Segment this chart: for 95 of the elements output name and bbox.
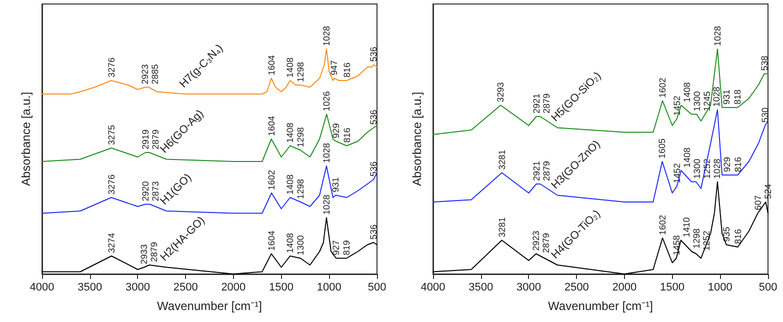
annotation: 1458 [671, 235, 682, 256]
x-tick-label: 1500 [269, 282, 294, 294]
annotation: 1028 [712, 86, 722, 107]
annotation: 818 [732, 89, 743, 104]
annotation: 1028 [321, 142, 332, 163]
annotation: 536 [368, 46, 379, 62]
annotation: 2873 [150, 181, 160, 202]
annotation: 1408 [285, 57, 296, 78]
x-tick-label: 2000 [221, 282, 246, 294]
annotation: 1300 [692, 91, 702, 112]
annotation: 2920 [140, 181, 150, 202]
annotation: 2921 [531, 93, 542, 114]
annotation: 1300 [295, 235, 306, 256]
annotation: 3293 [496, 82, 506, 102]
x-tick-label: 500 [758, 282, 778, 294]
x-tick-label: 1500 [660, 282, 685, 294]
annotation: 2879 [149, 242, 160, 262]
x-tick-label: 4000 [30, 282, 54, 294]
annotation: 538 [759, 56, 770, 71]
annotation: 1252 [701, 230, 712, 251]
annotation: 931 [722, 89, 732, 104]
annotation: 1605 [657, 138, 668, 158]
y-axis-title: Absorbance [a.u.] [410, 92, 424, 186]
annotation: 2879 [541, 93, 552, 114]
x-tick-label: 1000 [316, 282, 342, 294]
annotation: 1408 [285, 174, 296, 194]
annotation: 2923 [531, 230, 542, 251]
annotation: 607 [752, 195, 763, 210]
annotation: 1604 [266, 116, 276, 136]
annotation: 524 [762, 184, 773, 199]
annotation: 1408 [285, 122, 296, 143]
x-tick-label: 3500 [78, 282, 102, 294]
annotation: 2923 [140, 64, 150, 84]
x-tick-label: 3000 [125, 282, 150, 294]
annotation: 2921 [531, 160, 542, 181]
annotation: 1028 [321, 26, 332, 46]
x-tick-label: 1000 [708, 282, 732, 294]
annotation: 819 [341, 240, 352, 256]
annotation: 947 [329, 60, 340, 76]
x-tick-label: 2500 [173, 282, 198, 294]
annotation: 1452 [672, 163, 682, 184]
annotation: 1028 [321, 194, 332, 215]
annotation: 3276 [106, 174, 116, 194]
annotation: 1298 [296, 62, 306, 82]
annotation: 1028 [712, 158, 722, 179]
annotation: 2879 [541, 232, 552, 253]
annotation: 816 [732, 228, 743, 244]
annotation: 1028 [712, 26, 722, 46]
x-tick-label: 4000 [420, 282, 446, 294]
annotation: 536 [368, 110, 379, 125]
x-axis-title: Wavenumber [cm⁻¹] [548, 299, 653, 313]
annotation: 816 [732, 156, 743, 172]
y-axis-title: Absorbance [a.u.] [19, 92, 33, 186]
x-tick-label: 2500 [564, 282, 589, 294]
annotation: 2879 [150, 129, 160, 150]
annotation: 3275 [106, 124, 116, 145]
annotation: 3281 [496, 217, 507, 238]
annotation: 1410 [681, 217, 692, 238]
annotation: 816 [342, 62, 352, 78]
annotation: 3276 [106, 57, 116, 78]
x-tick-label: 500 [368, 282, 386, 294]
annotation: 1298 [296, 127, 306, 148]
annotation: 1408 [682, 147, 692, 168]
annotation: 1602 [266, 170, 277, 190]
annotation: 1300 [692, 158, 702, 179]
annotation: 3274 [106, 232, 116, 253]
annotation: 1026 [322, 91, 332, 112]
annotation: 1408 [682, 82, 692, 102]
annotation: 1602 [658, 214, 668, 235]
annotation: 935 [721, 226, 732, 242]
annotation: 530 [760, 107, 770, 122]
annotation: 2879 [541, 160, 552, 181]
annotation: 1245 [702, 91, 712, 112]
annotation: 2919 [140, 129, 150, 150]
annotation: 816 [342, 128, 352, 143]
annotation: 536 [368, 224, 379, 240]
annotation: 1298 [691, 228, 702, 248]
annotation: 1298 [296, 178, 306, 199]
x-tick-label: 2000 [612, 282, 637, 294]
annotation: 2933 [139, 244, 150, 264]
annotation: 1604 [266, 55, 276, 76]
annotation: 536 [368, 161, 379, 176]
x-tick-label: 3500 [468, 282, 494, 294]
x-tick-label: 3000 [516, 282, 541, 294]
annotation: 1604 [266, 230, 276, 251]
annotation: 931 [330, 177, 341, 192]
annotation: 1408 [285, 232, 296, 253]
annotation: 1602 [658, 78, 668, 98]
annotation: 929 [330, 123, 341, 138]
annotation: 2885 [150, 64, 160, 84]
annotation: 1452 [672, 96, 682, 116]
annotation: 3281 [496, 150, 507, 170]
annotation: 927 [331, 240, 342, 256]
annotation: 929 [722, 156, 732, 172]
x-axis-title: Wavenumber [cm⁻¹] [157, 299, 262, 313]
